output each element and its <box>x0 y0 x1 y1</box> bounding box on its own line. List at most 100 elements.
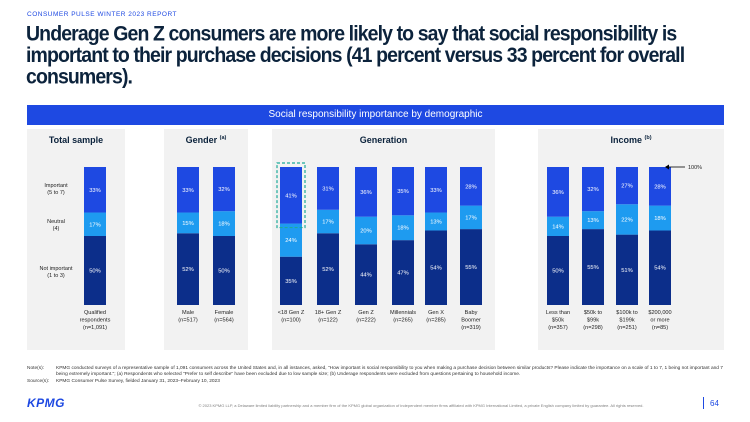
panel-title-income: Income (b) <box>610 135 652 145</box>
category-label: (n=100) <box>281 318 301 324</box>
category-label: Female <box>215 310 234 316</box>
copyright-text: © 2023 KPMG LLP, a Delaware limited liab… <box>198 403 644 408</box>
category-label: Boomer <box>461 318 481 324</box>
marker-arrow-head <box>665 164 669 170</box>
category-label: (n=265) <box>393 318 413 324</box>
data-label: 17% <box>465 215 477 221</box>
data-label: 31% <box>322 186 334 192</box>
bar-segment-important <box>280 167 302 224</box>
data-label: 32% <box>587 187 599 193</box>
data-label: 18% <box>397 226 409 232</box>
panel-title-total-sample: Total sample <box>48 135 104 145</box>
data-label: 17% <box>89 222 101 228</box>
data-label: 54% <box>654 266 666 272</box>
bar-segment-neutral <box>425 212 447 231</box>
page-number: 64 <box>710 399 719 408</box>
page-headline: Underage Gen Z consumers are more likely… <box>26 21 685 89</box>
data-label: 32% <box>218 187 230 193</box>
bar-segment-not-important <box>84 236 106 305</box>
bar-segment-neutral <box>317 209 339 234</box>
data-label: 33% <box>182 188 194 194</box>
data-label: 50% <box>552 269 564 275</box>
category-label: respondents <box>80 318 111 324</box>
data-label: 24% <box>285 238 297 244</box>
bar-segment-neutral <box>582 211 604 230</box>
bar-segment-not-important <box>649 230 671 305</box>
category-label: Qualified <box>84 310 106 316</box>
bar-segment-neutral <box>355 216 377 245</box>
data-label: 28% <box>465 184 477 190</box>
category-label: (n=319) <box>461 325 481 331</box>
bar-segment-important <box>582 167 604 212</box>
legend-neutral: Neutral (4) <box>47 219 65 232</box>
category-label: $99k <box>587 318 599 324</box>
category-label: (n=357) <box>548 325 568 331</box>
category-label: (n=251) <box>617 325 637 331</box>
bar-segment-not-important <box>460 229 482 305</box>
bar-segment-important <box>84 167 106 213</box>
data-label: 35% <box>285 279 297 285</box>
data-label: 13% <box>587 218 599 224</box>
category-label: Gen Z <box>358 310 374 316</box>
bar-segment-neutral <box>460 205 482 230</box>
bar-segment-not-important <box>177 233 199 305</box>
data-label: 15% <box>182 221 194 227</box>
data-label: 52% <box>182 267 194 273</box>
data-label: 54% <box>430 266 442 272</box>
data-label: 18% <box>654 216 666 222</box>
category-label: (n=298) <box>583 325 603 331</box>
category-label: $50k to <box>584 310 602 316</box>
bar-segment-important <box>547 167 569 217</box>
bar-segment-not-important <box>547 236 569 305</box>
data-label: 50% <box>218 269 230 275</box>
category-label: $100k to <box>616 310 637 316</box>
data-label: 27% <box>621 184 633 190</box>
data-label: 44% <box>360 273 372 279</box>
category-label: Less than <box>546 310 570 316</box>
category-label: or more <box>650 318 669 324</box>
bar-segment-neutral <box>177 212 199 234</box>
category-label: 18+ Gen Z <box>315 310 342 316</box>
data-label: 20% <box>360 228 372 234</box>
data-label: 41% <box>285 193 297 199</box>
data-label: 22% <box>621 217 633 223</box>
data-label: 47% <box>397 271 409 277</box>
data-label: 18% <box>218 222 230 228</box>
category-label: (n=85) <box>652 325 668 331</box>
bar-segment-not-important <box>425 230 447 305</box>
category-label: (n=564) <box>214 318 234 324</box>
data-label: 52% <box>322 267 334 273</box>
legend-important: Important (5 to 7) <box>44 183 68 196</box>
category-label: (n=517) <box>178 318 198 324</box>
data-label: 33% <box>89 188 101 194</box>
report-label: CONSUMER PULSE WINTER 2023 REPORT <box>27 11 178 18</box>
bar-segment-not-important <box>213 236 235 305</box>
bar-segment-not-important <box>582 229 604 305</box>
category-label: $50k <box>552 318 564 324</box>
bar-segment-neutral <box>84 212 106 236</box>
data-label: 36% <box>552 190 564 196</box>
panel-title-gender: Gender (a) <box>185 135 227 145</box>
data-label: 55% <box>587 265 599 271</box>
category-label: Male <box>182 310 194 316</box>
bar-segment-important <box>177 167 199 213</box>
notes-key: Note(s): <box>27 366 45 371</box>
bar-segment-important <box>355 167 377 217</box>
category-label: Millennials <box>390 310 416 316</box>
category-label: (n=222) <box>356 318 376 324</box>
category-label: $199k <box>619 318 634 324</box>
bar-segment-important <box>213 167 235 212</box>
category-label: (n=122) <box>318 318 338 324</box>
bar-segment-not-important <box>616 234 638 305</box>
panel-total-sample <box>27 129 125 350</box>
data-label: 28% <box>654 184 666 190</box>
bar-segment-neutral <box>649 205 671 231</box>
notes-section: Note(s): KPMG conducted surveys of a repr… <box>27 366 727 385</box>
category-label: (n=285) <box>426 318 446 324</box>
data-label: 36% <box>360 190 372 196</box>
bar-segment-neutral <box>392 215 414 241</box>
notes-text: KPMG conducted surveys of a representati… <box>56 366 723 378</box>
category-label: $200,000 <box>648 310 671 316</box>
source-text: KPMG Consumer Pulse Survey, fielded Janu… <box>56 378 220 384</box>
